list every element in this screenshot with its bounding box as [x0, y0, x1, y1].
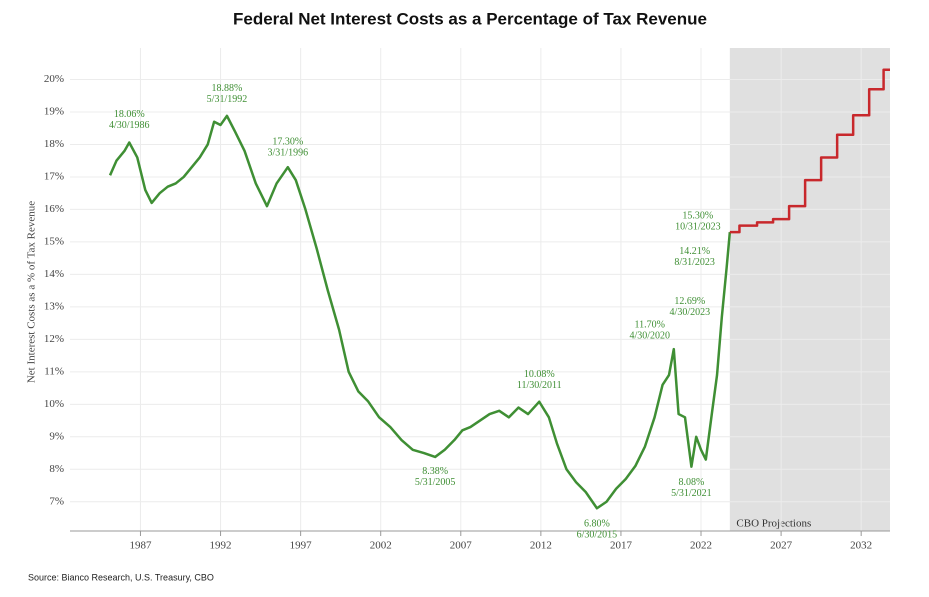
annotation-date: 4/30/1986 [109, 120, 150, 131]
annotation-date: 4/30/2020 [630, 330, 671, 341]
annotation-value: 6.80% [584, 519, 610, 530]
y-tick-label: 11% [44, 365, 64, 377]
annotation-value: 12.69% [674, 296, 705, 307]
y-tick-label: 18% [44, 138, 64, 150]
y-axis-label: Net Interest Costs as a % of Tax Revenue [26, 201, 38, 383]
projection-shade [729, 48, 890, 531]
line-1 [729, 68, 890, 234]
annotation-date: 8/31/2023 [674, 257, 715, 268]
annotation-value: 18.06% [114, 109, 145, 120]
chart-title: Federal Net Interest Costs as a Percenta… [233, 9, 707, 28]
y-tick-label: 14% [44, 268, 64, 280]
annotation-value: 8.38% [422, 466, 448, 477]
y-tick-label: 13% [44, 300, 64, 312]
annotation-value: 17.30% [272, 136, 303, 147]
x-tick-label: 2007 [450, 540, 473, 552]
annotation-date: 4/30/2023 [670, 307, 711, 318]
x-tick-label: 2027 [770, 540, 793, 552]
annotation-date: 5/31/1992 [207, 94, 248, 105]
y-tick-label: 8% [49, 463, 64, 475]
annotation-date: 11/30/2011 [517, 380, 562, 391]
x-tick-label: 2012 [530, 540, 552, 552]
annotation-value: 18.88% [212, 83, 243, 94]
x-tick-label: 2017 [610, 540, 633, 552]
annotation-date: 6/30/2015 [577, 530, 618, 541]
annotation-value: 8.08% [678, 477, 704, 488]
y-tick-label: 16% [44, 203, 64, 215]
projection-label: CBO Projections [736, 518, 811, 530]
y-tick-label: 19% [44, 106, 64, 118]
y-tick-label: 9% [49, 430, 64, 442]
x-tick-label: 1997 [290, 540, 313, 552]
annotation-value: 11.70% [635, 319, 665, 330]
annotation-date: 3/31/1996 [268, 147, 309, 158]
x-tick-label: 2022 [690, 540, 712, 552]
source: Source: Bianco Research, U.S. Treasury, … [28, 572, 214, 582]
annotation-value: 10.08% [524, 369, 555, 380]
x-tick-label: 2032 [850, 540, 872, 552]
y-tick-label: 15% [44, 235, 64, 247]
annotation-date: 10/31/2023 [675, 221, 721, 232]
line-0 [108, 114, 732, 510]
x-tick-label: 1992 [210, 540, 232, 552]
x-tick-label: 1987 [129, 540, 152, 552]
x-tick-label: 2002 [370, 540, 392, 552]
annotation-value: 14.21% [679, 246, 710, 257]
y-tick-label: 12% [44, 333, 64, 345]
annotation-date: 5/31/2021 [671, 488, 712, 499]
annotation-date: 5/31/2005 [415, 477, 456, 488]
y-tick-label: 20% [44, 73, 64, 85]
annotation-value: 15.30% [682, 210, 713, 221]
y-tick-label: 17% [44, 170, 64, 182]
y-tick-label: 10% [44, 398, 64, 410]
y-tick-label: 7% [49, 495, 64, 507]
